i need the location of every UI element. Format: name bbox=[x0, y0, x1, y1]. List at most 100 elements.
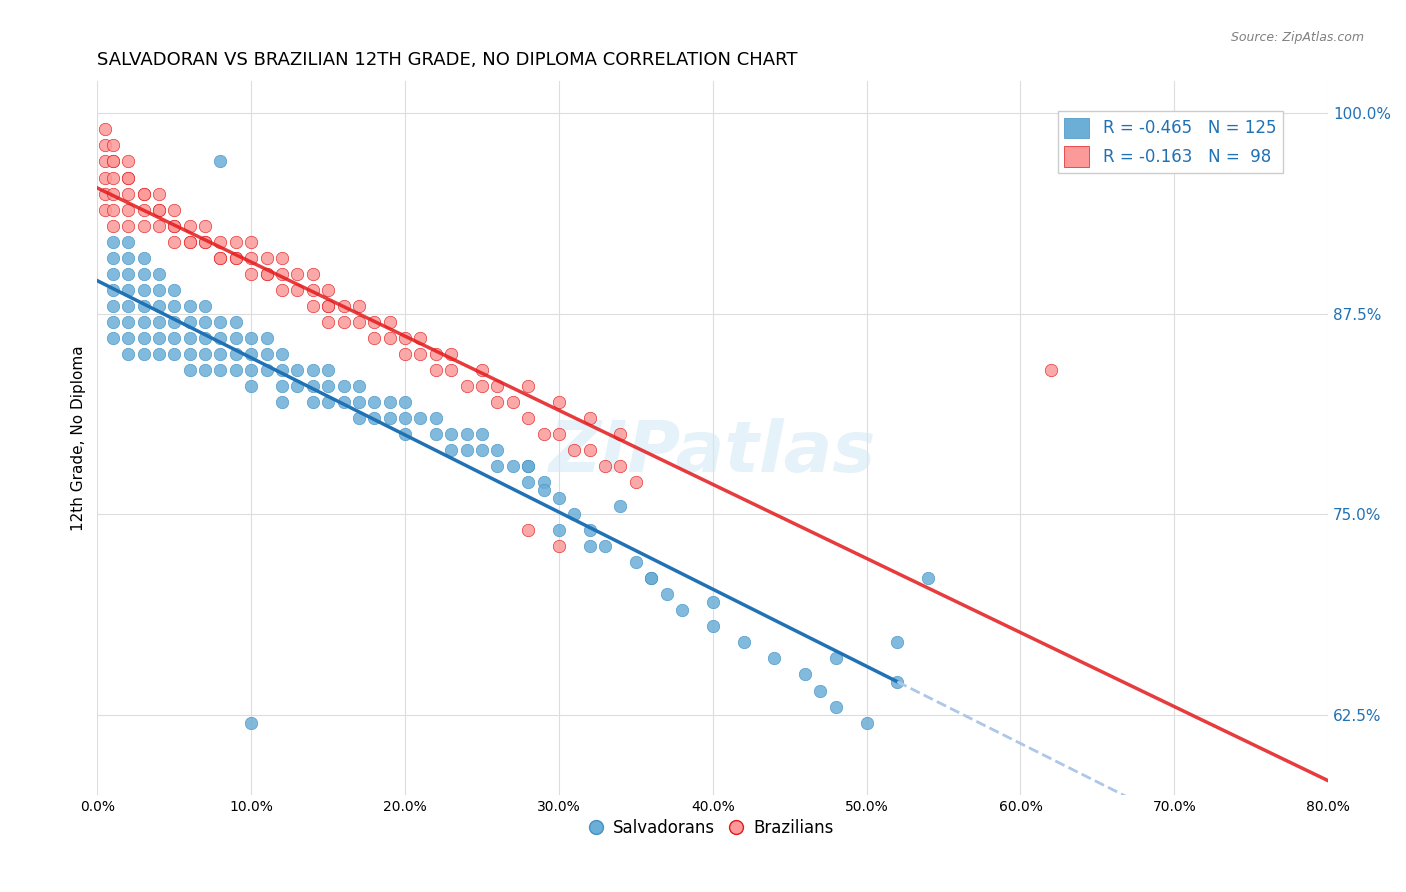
Point bbox=[378, 315, 401, 329]
Point bbox=[194, 331, 217, 345]
Point bbox=[456, 443, 478, 458]
Point bbox=[132, 267, 155, 281]
Point bbox=[285, 379, 308, 393]
Point bbox=[301, 379, 323, 393]
Point bbox=[209, 347, 232, 361]
Point bbox=[256, 331, 278, 345]
Point bbox=[117, 299, 139, 313]
Point bbox=[240, 715, 263, 730]
Point bbox=[194, 363, 217, 377]
Legend: Salvadorans, Brazilians: Salvadorans, Brazilians bbox=[585, 812, 841, 844]
Point bbox=[256, 251, 278, 265]
Point bbox=[240, 379, 263, 393]
Point bbox=[486, 443, 509, 458]
Point bbox=[502, 395, 524, 409]
Point bbox=[363, 411, 385, 425]
Point bbox=[194, 299, 217, 313]
Point bbox=[609, 459, 631, 474]
Point bbox=[301, 283, 323, 297]
Point bbox=[440, 347, 463, 361]
Point bbox=[179, 363, 201, 377]
Point bbox=[548, 491, 571, 505]
Point bbox=[148, 347, 170, 361]
Point bbox=[1040, 363, 1063, 377]
Point bbox=[117, 283, 139, 297]
Point bbox=[655, 587, 678, 601]
Point bbox=[271, 283, 294, 297]
Point bbox=[702, 619, 724, 633]
Point bbox=[132, 202, 155, 217]
Point bbox=[347, 315, 370, 329]
Point bbox=[117, 267, 139, 281]
Point bbox=[225, 315, 247, 329]
Point bbox=[194, 219, 217, 233]
Point bbox=[810, 683, 832, 698]
Point bbox=[593, 539, 616, 553]
Point bbox=[271, 379, 294, 393]
Point bbox=[517, 459, 540, 474]
Point bbox=[148, 283, 170, 297]
Point bbox=[378, 331, 401, 345]
Point bbox=[763, 651, 786, 665]
Point bbox=[316, 299, 339, 313]
Point bbox=[394, 347, 416, 361]
Point bbox=[471, 443, 494, 458]
Point bbox=[179, 331, 201, 345]
Point bbox=[517, 459, 540, 474]
Point bbox=[409, 331, 432, 345]
Point bbox=[117, 170, 139, 185]
Point bbox=[271, 363, 294, 377]
Point bbox=[101, 331, 124, 345]
Point bbox=[209, 154, 232, 169]
Point bbox=[394, 395, 416, 409]
Point bbox=[378, 411, 401, 425]
Point bbox=[132, 331, 155, 345]
Point bbox=[347, 395, 370, 409]
Point bbox=[548, 427, 571, 442]
Point bbox=[101, 202, 124, 217]
Point bbox=[101, 138, 124, 153]
Point bbox=[301, 299, 323, 313]
Point bbox=[179, 347, 201, 361]
Point bbox=[824, 651, 846, 665]
Point bbox=[117, 331, 139, 345]
Point bbox=[440, 443, 463, 458]
Point bbox=[394, 427, 416, 442]
Point bbox=[425, 411, 447, 425]
Point bbox=[440, 427, 463, 442]
Point bbox=[316, 395, 339, 409]
Point bbox=[316, 379, 339, 393]
Point bbox=[533, 475, 555, 489]
Point bbox=[917, 571, 939, 585]
Point bbox=[363, 395, 385, 409]
Point bbox=[148, 219, 170, 233]
Point bbox=[225, 363, 247, 377]
Point bbox=[132, 283, 155, 297]
Point bbox=[332, 379, 354, 393]
Point bbox=[163, 219, 186, 233]
Point bbox=[486, 395, 509, 409]
Point bbox=[425, 363, 447, 377]
Point bbox=[101, 154, 124, 169]
Point bbox=[163, 331, 186, 345]
Point bbox=[517, 411, 540, 425]
Point bbox=[578, 443, 600, 458]
Point bbox=[301, 395, 323, 409]
Point bbox=[117, 202, 139, 217]
Y-axis label: 12th Grade, No Diploma: 12th Grade, No Diploma bbox=[72, 345, 86, 531]
Point bbox=[148, 267, 170, 281]
Point bbox=[132, 186, 155, 201]
Point bbox=[101, 186, 124, 201]
Point bbox=[101, 235, 124, 249]
Point bbox=[271, 251, 294, 265]
Point bbox=[440, 363, 463, 377]
Point bbox=[394, 411, 416, 425]
Point bbox=[363, 331, 385, 345]
Point bbox=[301, 363, 323, 377]
Point bbox=[163, 202, 186, 217]
Point bbox=[886, 675, 908, 690]
Point bbox=[609, 499, 631, 513]
Point bbox=[624, 475, 647, 489]
Point bbox=[132, 315, 155, 329]
Point bbox=[163, 299, 186, 313]
